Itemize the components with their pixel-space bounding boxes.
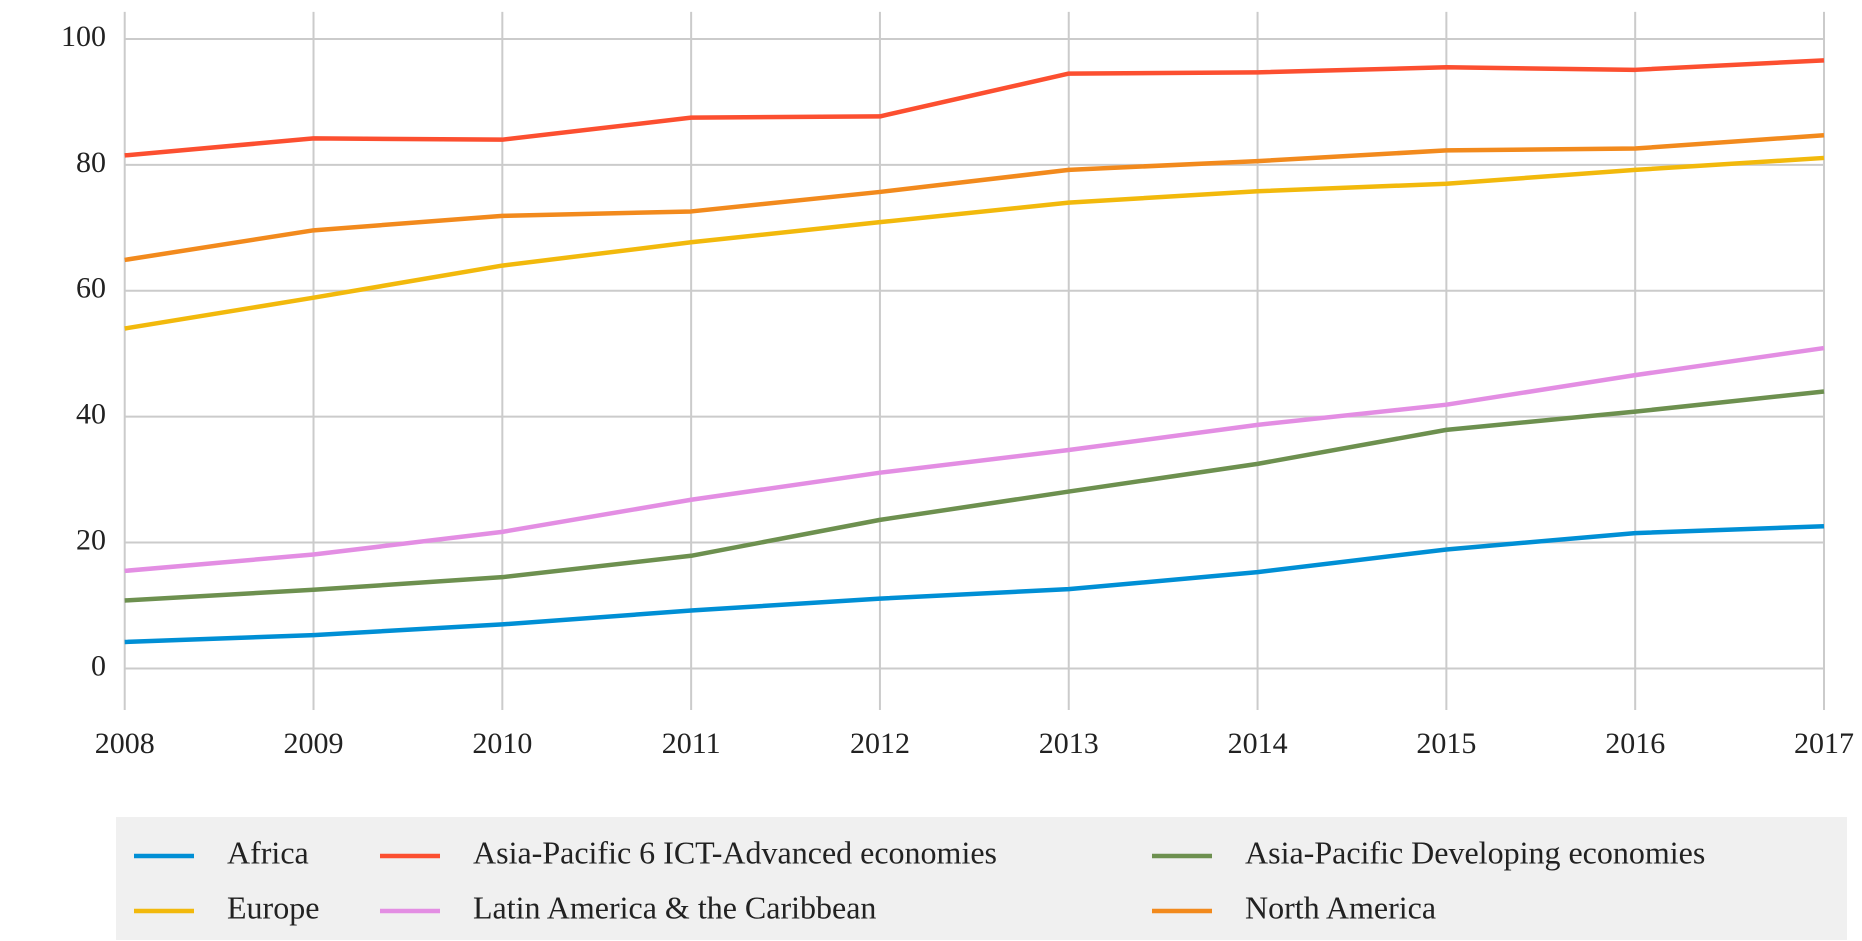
x-tick-label: 2015: [1416, 727, 1476, 760]
x-tick-label: 2013: [1039, 727, 1099, 760]
series-line: [124, 155, 1825, 331]
y-tick-label: 80: [76, 146, 106, 179]
x-tick-label: 2014: [1228, 727, 1288, 760]
legend-label: Europe: [227, 889, 319, 925]
x-tick-label: 2011: [662, 727, 721, 760]
x-tick-label: 2016: [1605, 727, 1665, 760]
series-line: [124, 133, 1825, 263]
x-tick-label: 2017: [1794, 727, 1854, 760]
legend-label: North America: [1245, 889, 1436, 925]
y-tick-label: 0: [91, 649, 106, 682]
legend-label: Asia-Pacific 6 ICT-Advanced economies: [473, 834, 997, 870]
x-tick-label: 2008: [95, 727, 155, 760]
y-tick-label: 20: [76, 523, 106, 556]
series-line: [124, 389, 1825, 603]
legend-box: [116, 817, 1847, 940]
y-tick-label: 60: [76, 272, 106, 305]
series-line: [124, 523, 1825, 645]
x-tick-label: 2012: [850, 727, 910, 760]
series-line: [124, 345, 1825, 574]
y-tick-label: 40: [76, 398, 106, 431]
legend-label: Africa: [227, 834, 309, 870]
series-line: [124, 58, 1825, 158]
legend-label: Asia-Pacific Developing economies: [1245, 834, 1705, 870]
y-tick-label: 100: [61, 20, 106, 53]
x-tick-label: 2009: [284, 727, 344, 760]
legend-label: Latin America & the Caribbean: [473, 889, 876, 925]
x-tick-label: 2010: [472, 727, 532, 760]
